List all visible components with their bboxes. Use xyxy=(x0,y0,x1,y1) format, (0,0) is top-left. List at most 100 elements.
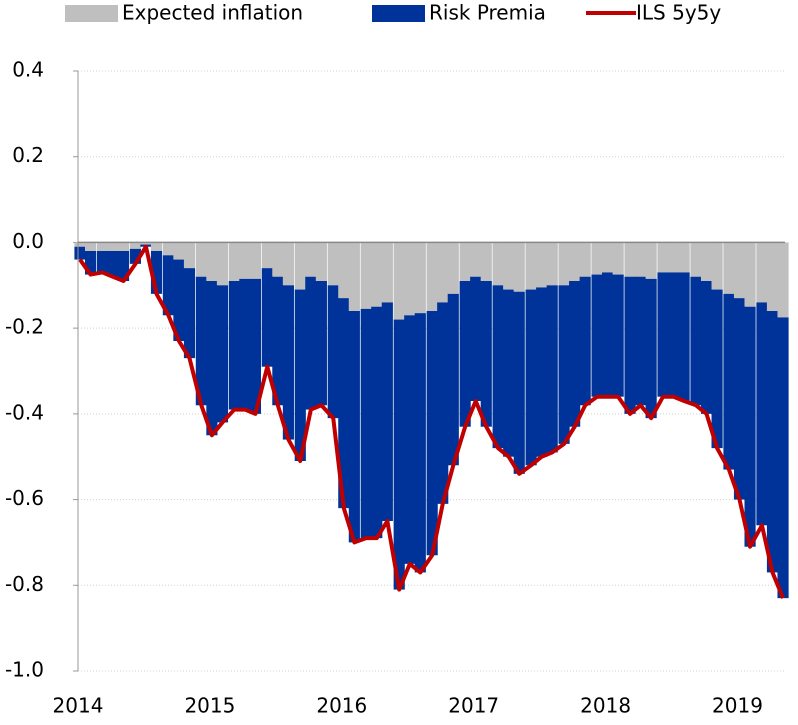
bar xyxy=(371,306,383,539)
bar xyxy=(107,242,119,251)
bar xyxy=(645,242,657,279)
bar xyxy=(216,242,229,286)
bar xyxy=(635,276,647,406)
bar xyxy=(723,293,735,470)
x-tick-label: 2017 xyxy=(448,694,499,718)
bar xyxy=(249,242,262,279)
bar xyxy=(261,242,273,269)
bar xyxy=(525,289,537,466)
legend-swatch xyxy=(65,5,118,22)
bar xyxy=(360,308,372,539)
bar xyxy=(150,251,163,294)
bar xyxy=(602,242,614,273)
bar xyxy=(414,313,426,573)
x-tick-label: 2018 xyxy=(580,694,631,718)
bar xyxy=(404,315,416,564)
bar xyxy=(150,242,163,251)
bar xyxy=(129,242,141,249)
bar xyxy=(667,242,680,273)
bar xyxy=(624,276,636,414)
bar xyxy=(591,242,603,275)
bar xyxy=(591,274,603,397)
bar xyxy=(459,242,471,281)
bar xyxy=(733,242,746,299)
bar xyxy=(447,293,459,466)
bar xyxy=(74,242,86,247)
bar xyxy=(635,242,647,277)
bar xyxy=(612,274,624,397)
bar xyxy=(107,251,119,277)
bar xyxy=(338,298,350,509)
bar xyxy=(74,246,86,260)
bar xyxy=(459,281,471,427)
bar xyxy=(393,242,405,320)
bar xyxy=(744,306,756,547)
bar xyxy=(249,278,262,414)
bar xyxy=(492,285,504,449)
bar xyxy=(173,259,185,341)
bar xyxy=(183,268,196,359)
bar xyxy=(733,298,746,500)
bar xyxy=(723,242,735,294)
y-tick-label: -1.0 xyxy=(5,658,44,682)
bar xyxy=(569,242,581,281)
bar xyxy=(239,242,251,279)
bar xyxy=(756,242,768,303)
bar xyxy=(558,242,570,286)
y-tick-label: -0.4 xyxy=(5,400,44,424)
bar xyxy=(348,242,360,311)
bar xyxy=(228,242,240,281)
bar xyxy=(96,251,108,273)
bar xyxy=(371,242,383,307)
bar xyxy=(96,242,108,251)
bar xyxy=(480,242,492,281)
bar xyxy=(536,287,548,457)
bar xyxy=(84,242,97,251)
y-tick-label: -0.8 xyxy=(5,572,44,596)
bar xyxy=(348,311,360,543)
x-tick-label: 2015 xyxy=(184,694,235,718)
bar xyxy=(503,242,515,290)
bar xyxy=(602,272,614,397)
bar xyxy=(117,242,130,251)
bar xyxy=(678,242,690,273)
bar xyxy=(624,242,636,277)
bar xyxy=(294,242,306,290)
bar xyxy=(206,242,218,281)
bar xyxy=(84,251,97,275)
line xyxy=(78,244,785,599)
bar xyxy=(492,242,504,286)
bar xyxy=(645,278,657,419)
bar xyxy=(381,302,393,521)
bar xyxy=(678,272,690,401)
y-tick-label: 0.2 xyxy=(12,143,44,167)
bar xyxy=(305,276,317,410)
bar xyxy=(414,242,426,314)
bar xyxy=(447,242,459,294)
bar xyxy=(480,281,492,427)
bar xyxy=(173,242,185,260)
y-tick-label: -0.2 xyxy=(5,315,44,339)
bar xyxy=(282,285,294,440)
bar xyxy=(162,242,174,256)
bar xyxy=(657,272,669,397)
bar xyxy=(756,302,768,526)
bar xyxy=(777,242,789,318)
bar xyxy=(140,242,152,245)
bar xyxy=(700,281,713,414)
bar xyxy=(117,251,130,281)
bar xyxy=(711,289,723,449)
legend-label: Expected inflation xyxy=(122,1,303,25)
bar xyxy=(766,242,779,311)
legend-label: Risk Premia xyxy=(429,1,546,25)
bar xyxy=(470,242,482,277)
bar xyxy=(393,319,405,590)
bar xyxy=(426,242,438,311)
bar xyxy=(579,242,591,277)
bar xyxy=(503,289,515,457)
legend-swatch xyxy=(372,5,425,22)
bar xyxy=(294,289,306,461)
bar xyxy=(437,242,449,303)
bar xyxy=(272,242,284,277)
